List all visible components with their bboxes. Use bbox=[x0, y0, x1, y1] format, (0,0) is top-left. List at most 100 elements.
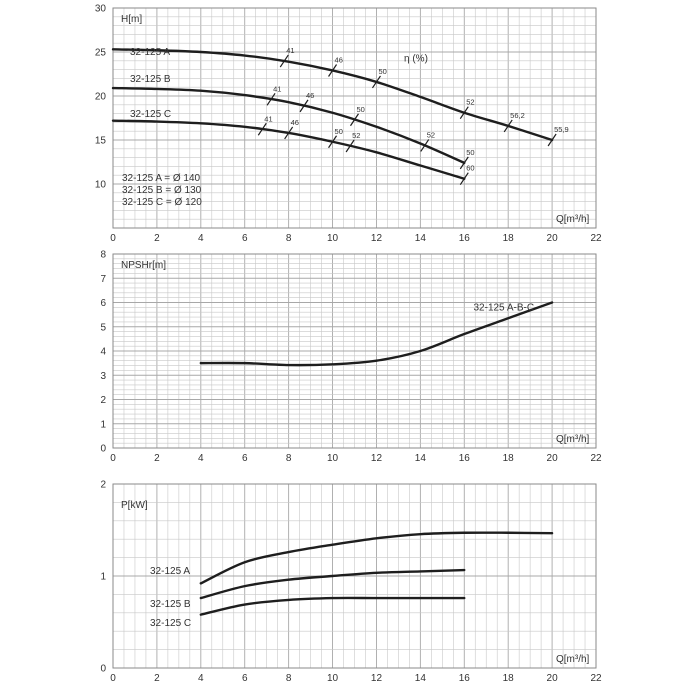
efficiency-label: 56,2 bbox=[510, 111, 525, 120]
power-y-tick-label: 0 bbox=[100, 664, 106, 675]
efficiency-label: 41 bbox=[264, 114, 272, 123]
head-x-axis-title: Q[m³/h] bbox=[556, 214, 590, 225]
head-y-tick-label: 15 bbox=[95, 136, 107, 147]
efficiency-tick bbox=[299, 99, 309, 113]
npsh-series-label: 32-125 A-B-C bbox=[473, 302, 534, 313]
head-series-label: 32-125 C bbox=[130, 109, 171, 120]
efficiency-label: 55,9 bbox=[554, 125, 569, 134]
impeller-diameter-note: 32-125 C = Ø 120 bbox=[122, 197, 202, 208]
efficiency-tick bbox=[459, 156, 469, 170]
npsh-y-tick-label: 3 bbox=[100, 371, 106, 382]
power-x-tick-label: 16 bbox=[459, 673, 471, 684]
efficiency-tick bbox=[328, 64, 338, 77]
npsh-x-tick-label: 18 bbox=[503, 453, 515, 464]
npsh-x-axis-title: Q[m³/h] bbox=[556, 434, 590, 445]
efficiency-tick bbox=[266, 93, 276, 106]
efficiency-label: 50 bbox=[357, 105, 365, 114]
npsh-x-tick-label: 6 bbox=[242, 453, 248, 464]
npsh-chart: 0 2 4 6 8 10 12 14 16 18 20 22012345678NPSHr[m]Q[m³… bbox=[100, 250, 602, 465]
efficiency-tick bbox=[350, 113, 359, 127]
efficiency-tick bbox=[503, 119, 513, 133]
power-x-tick-label: 20 bbox=[547, 673, 559, 684]
impeller-diameter-note: 32-125 A = Ø 140 bbox=[122, 173, 201, 184]
head-series-label: 32-125 A bbox=[130, 47, 170, 58]
head-chart: 0 2 4 6 8 10 12 14 16 18 20 221015202530H[m]Q[m³/h]… bbox=[95, 4, 602, 245]
npsh-x-tick-label: 22 bbox=[590, 453, 602, 464]
power-x-axis-title: Q[m³/h] bbox=[556, 654, 590, 665]
npsh-x-tick-label: 20 bbox=[547, 453, 559, 464]
power-series-line bbox=[199, 568, 466, 600]
npsh-x-tick-label: 4 bbox=[198, 453, 204, 464]
npsh-x-tick-label: 16 bbox=[459, 453, 471, 464]
head-x-tick-label: 16 bbox=[459, 233, 471, 244]
npsh-plot-frame bbox=[112, 253, 597, 449]
npsh-y-tick-label: 4 bbox=[100, 347, 106, 358]
npsh-x-tick-label: 0 bbox=[110, 453, 116, 464]
power-series-line bbox=[199, 531, 554, 585]
power-x-tick-label: 4 bbox=[198, 673, 204, 684]
head-series-line bbox=[111, 86, 466, 165]
power-x-tick-label: 22 bbox=[590, 673, 602, 684]
head-x-tick-label: 22 bbox=[590, 233, 602, 244]
efficiency-axis-title: η (%) bbox=[404, 54, 428, 65]
efficiency-tick bbox=[257, 122, 267, 136]
efficiency-tick bbox=[420, 139, 430, 152]
npsh-x-tick-label: 14 bbox=[415, 453, 427, 464]
npsh-x-tick-label: 10 bbox=[327, 453, 339, 464]
power-plot-frame bbox=[112, 483, 597, 669]
efficiency-label: 41 bbox=[273, 84, 281, 93]
power-x-tick-label: 14 bbox=[415, 673, 427, 684]
npsh-y-axis-title: NPSHr[m] bbox=[121, 260, 166, 271]
head-y-tick-label: 20 bbox=[95, 92, 107, 103]
efficiency-tick bbox=[345, 139, 355, 153]
npsh-y-tick-label: 2 bbox=[100, 395, 106, 406]
power-x-tick-label: 2 bbox=[154, 673, 160, 684]
power-series-line bbox=[199, 596, 466, 616]
efficiency-tick bbox=[459, 172, 469, 186]
head-x-tick-label: 6 bbox=[242, 233, 248, 244]
npsh-y-tick-label: 7 bbox=[100, 274, 106, 285]
efficiency-label: 50 bbox=[335, 127, 343, 136]
power-series-label: 32-125 C bbox=[150, 618, 191, 629]
head-y-axis-title: H[m] bbox=[121, 14, 142, 25]
efficiency-label: 52 bbox=[466, 98, 474, 107]
efficiency-label: 52 bbox=[352, 131, 360, 140]
power-x-tick-label: 12 bbox=[371, 673, 383, 684]
power-x-tick-label: 6 bbox=[242, 673, 248, 684]
head-x-tick-label: 0 bbox=[110, 233, 116, 244]
power-y-tick-label: 2 bbox=[100, 480, 106, 491]
head-x-tick-label: 14 bbox=[415, 233, 427, 244]
power-chart: 0 2 4 6 8 10 12 14 16 18 20 22012P[kW]Q[m³/h]32-125… bbox=[100, 480, 602, 685]
efficiency-label: 52 bbox=[427, 130, 435, 139]
head-x-tick-label: 4 bbox=[198, 233, 204, 244]
power-x-tick-label: 8 bbox=[286, 673, 292, 684]
npsh-y-tick-label: 5 bbox=[100, 322, 106, 333]
efficiency-tick bbox=[459, 106, 469, 120]
efficiency-tick bbox=[547, 133, 557, 147]
head-y-tick-label: 30 bbox=[95, 4, 107, 15]
npsh-x-tick-label: 12 bbox=[371, 453, 383, 464]
head-x-tick-label: 20 bbox=[547, 233, 559, 244]
power-x-tick-label: 18 bbox=[503, 673, 515, 684]
efficiency-label: 46 bbox=[306, 91, 314, 100]
head-series-label: 32-125 B bbox=[130, 74, 171, 85]
npsh-series-line bbox=[199, 301, 554, 367]
power-series-label: 32-125 A bbox=[150, 566, 190, 577]
impeller-diameter-note: 32-125 B = Ø 130 bbox=[122, 185, 202, 196]
efficiency-tick bbox=[279, 54, 289, 68]
head-x-tick-label: 8 bbox=[286, 233, 292, 244]
efficiency-label: 60 bbox=[466, 164, 474, 173]
head-plot-frame bbox=[112, 7, 597, 229]
efficiency-label: 50 bbox=[378, 67, 386, 76]
head-x-tick-label: 10 bbox=[327, 233, 339, 244]
head-x-tick-label: 2 bbox=[154, 233, 160, 244]
power-y-tick-label: 1 bbox=[100, 572, 106, 583]
efficiency-label: 41 bbox=[286, 46, 294, 55]
npsh-x-tick-label: 2 bbox=[154, 453, 160, 464]
head-y-tick-label: 10 bbox=[95, 180, 107, 191]
npsh-y-tick-label: 0 bbox=[100, 444, 106, 455]
power-series-label: 32-125 B bbox=[150, 599, 191, 610]
efficiency-label: 46 bbox=[291, 118, 299, 127]
power-y-axis-title: P[kW] bbox=[121, 500, 148, 511]
